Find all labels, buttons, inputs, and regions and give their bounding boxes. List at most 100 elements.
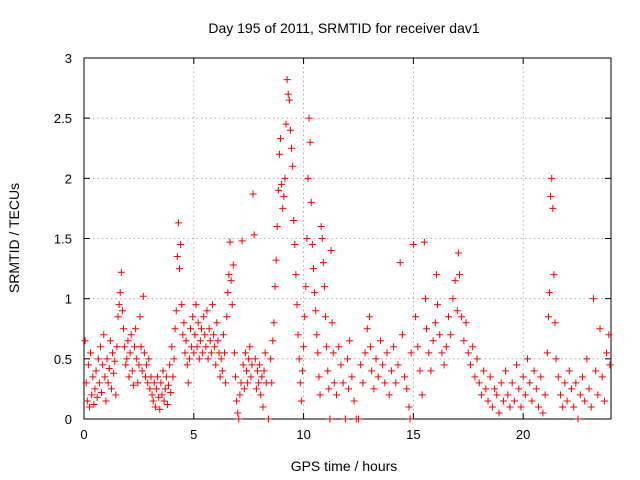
data-point (592, 367, 600, 375)
data-point (376, 337, 384, 345)
data-point (361, 349, 369, 357)
data-point (301, 313, 309, 321)
data-point (227, 277, 235, 285)
data-point (298, 367, 306, 375)
data-point (284, 90, 292, 98)
data-point (115, 301, 123, 309)
data-point (423, 325, 431, 333)
data-point (606, 361, 614, 369)
data-point (381, 379, 389, 387)
data-point (455, 271, 463, 279)
data-point (327, 247, 335, 255)
data-point (513, 361, 521, 369)
data-point (434, 301, 442, 309)
data-point (267, 355, 275, 363)
data-point (311, 289, 319, 297)
data-point (383, 349, 391, 357)
data-point (367, 343, 375, 351)
data-point (398, 331, 406, 339)
data-point (370, 385, 378, 393)
data-point (197, 325, 205, 333)
data-point (163, 401, 171, 409)
data-point (504, 391, 512, 399)
data-point (256, 361, 264, 369)
data-point (94, 355, 102, 363)
data-point (246, 343, 254, 351)
data-point (277, 135, 285, 143)
data-point (291, 241, 299, 249)
data-point (194, 319, 202, 327)
data-point (125, 373, 133, 381)
data-point (530, 367, 538, 375)
data-point (140, 349, 148, 357)
data-point (328, 319, 336, 327)
data-point (345, 385, 353, 393)
data-point (532, 385, 540, 393)
data-point (567, 385, 575, 393)
marks-layer (81, 76, 614, 423)
y-tick-label: 2.5 (54, 111, 72, 126)
data-point (460, 337, 468, 345)
data-point (473, 355, 481, 363)
data-point (131, 343, 139, 351)
data-point (368, 367, 376, 375)
data-point (169, 373, 177, 381)
data-point (146, 385, 154, 393)
data-point (508, 379, 516, 387)
data-point (543, 349, 551, 357)
data-point (128, 367, 136, 375)
data-point (589, 295, 597, 303)
data-point (264, 415, 272, 423)
data-point (524, 355, 532, 363)
data-point (477, 391, 485, 399)
data-point (431, 319, 439, 327)
data-point (138, 367, 146, 375)
data-point (123, 355, 131, 363)
data-point (304, 174, 312, 182)
x-tick-label: 15 (406, 427, 420, 442)
data-point (95, 379, 103, 387)
data-point (156, 405, 164, 413)
data-point (206, 337, 214, 345)
y-tick-label: 1 (65, 292, 72, 307)
data-point (484, 397, 492, 405)
data-point (339, 379, 347, 387)
data-point (319, 259, 327, 267)
data-point (390, 343, 398, 351)
data-point (249, 190, 257, 198)
data-point (213, 319, 221, 327)
data-point (99, 361, 107, 369)
data-point (196, 337, 204, 345)
data-point (84, 361, 92, 369)
data-point (559, 403, 567, 411)
data-point (161, 385, 169, 393)
data-point (236, 391, 244, 399)
data-point (574, 415, 582, 423)
data-point (234, 409, 242, 417)
x-tick-label: 0 (80, 427, 87, 442)
data-point (409, 241, 417, 249)
data-point (259, 403, 267, 411)
data-point (81, 337, 89, 345)
data-point (549, 204, 557, 212)
data-point (325, 385, 333, 393)
data-point (134, 379, 142, 387)
data-point (113, 343, 121, 351)
data-point (348, 373, 356, 381)
data-point (429, 337, 437, 345)
data-point (296, 379, 304, 387)
data-point (111, 357, 119, 365)
data-point (247, 373, 255, 381)
data-point (497, 379, 505, 387)
data-point (106, 337, 114, 345)
data-point (223, 313, 231, 321)
data-point (201, 331, 209, 339)
data-point (551, 319, 559, 327)
data-point (526, 379, 534, 387)
data-point (251, 355, 259, 363)
data-point (271, 283, 279, 291)
data-point (237, 379, 245, 387)
x-tick-label: 5 (190, 427, 197, 442)
data-point (252, 385, 260, 393)
chart-title: Day 195 of 2011, SRMTID for receiver dav… (208, 20, 480, 36)
